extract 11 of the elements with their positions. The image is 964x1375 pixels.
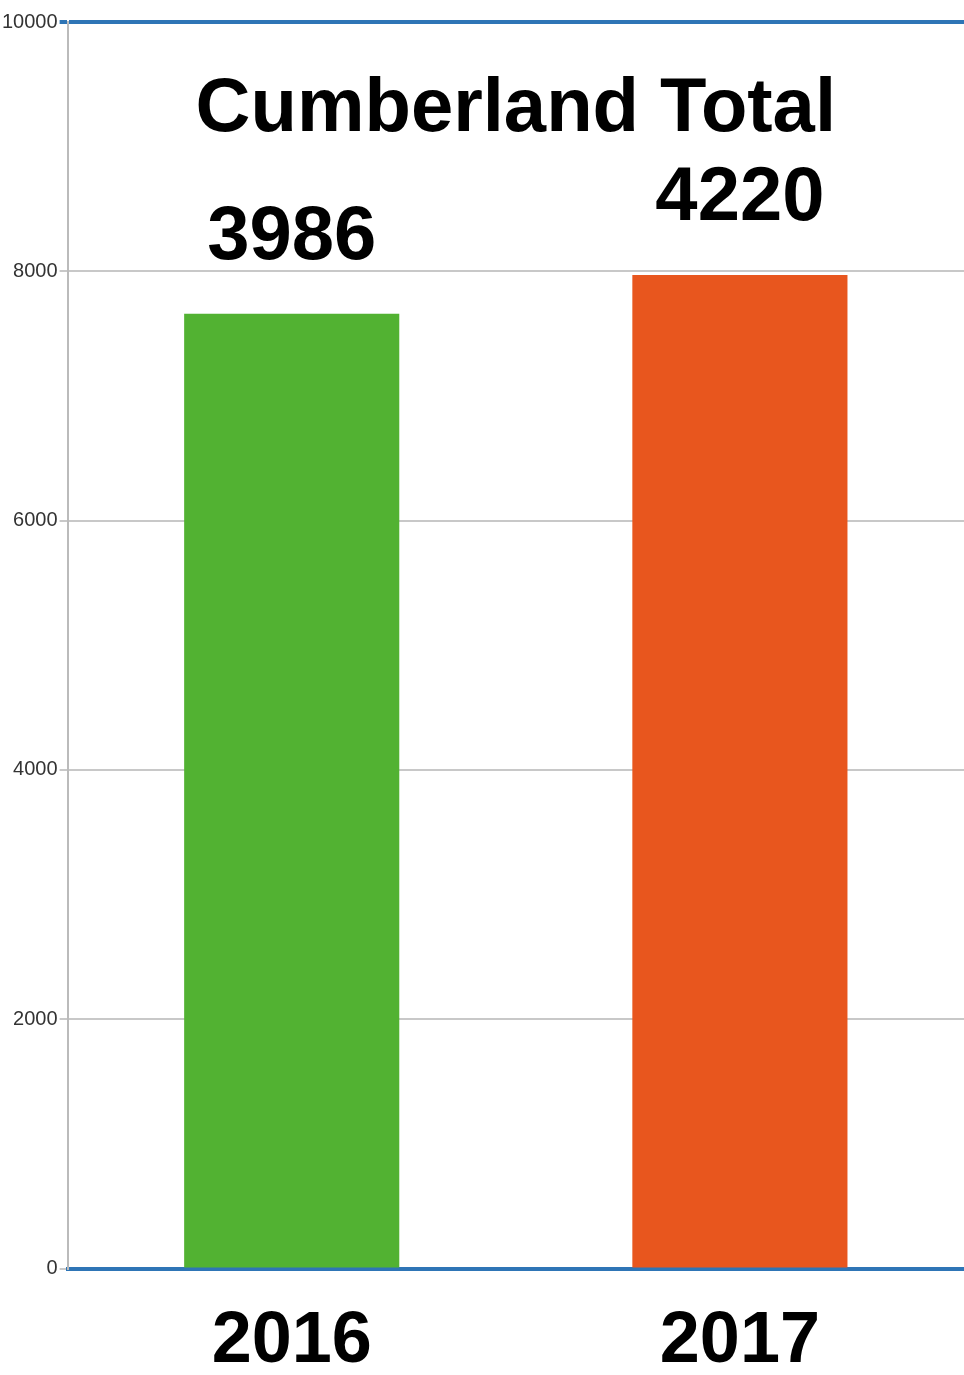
y-tick-label: 4000 [13,757,58,780]
y-tick-label: 0 [46,1256,58,1279]
y-tick-label: 8000 [13,258,58,281]
y-tick-label: 10000 [1,9,58,32]
annotation: 3986 [207,189,377,275]
text: Cumberland Total [195,61,837,147]
x-tick-label: 2017 [659,1296,820,1375]
y-tick-label: 6000 [13,508,58,531]
x-tick-label: 2016 [211,1296,372,1375]
y-tick-label: 2000 [13,1006,58,1029]
annotation: 4220 [655,151,825,237]
